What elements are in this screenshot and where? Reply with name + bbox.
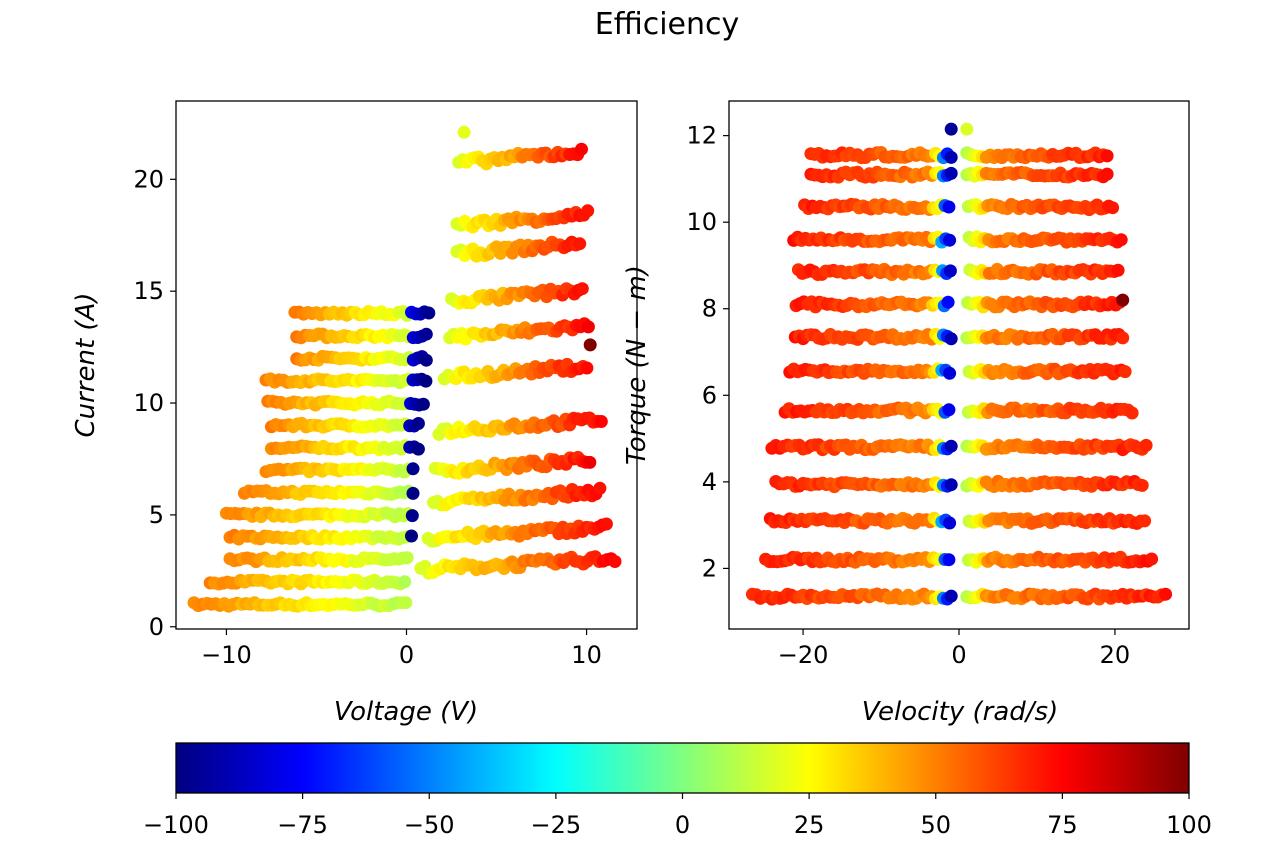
scatter-point [398, 575, 412, 589]
scatter-point [943, 233, 957, 247]
scatter-point [411, 417, 425, 430]
colorbar-gradient [175, 742, 1190, 794]
y-tick-label: 20 [133, 165, 164, 193]
ylabel-torque: Torque (N − m) [622, 265, 652, 465]
scatter-point [943, 264, 957, 278]
scatter-points-voltage-current [187, 125, 622, 613]
scatter-point [405, 529, 418, 543]
scatter-point [1145, 552, 1159, 566]
ticks-velocity-torque: −20 0 20 2 4 6 8 10 12 [686, 122, 1130, 669]
x-tick-label: 20 [1100, 641, 1131, 669]
scatter-outlier [944, 122, 958, 136]
scatter-points-velocity-torque [745, 122, 1173, 606]
y-tick-label: 5 [149, 501, 164, 529]
scatter-point [944, 150, 958, 164]
scatter-point [1135, 478, 1149, 492]
x-tick-label: −10 [201, 641, 252, 669]
scatter-point [399, 596, 413, 610]
colorbar-tick-label: −25 [531, 811, 582, 839]
scatter-point [411, 442, 425, 456]
scatter-point [1106, 201, 1120, 215]
y-tick-label: 10 [686, 208, 717, 236]
scatter-point [1159, 587, 1173, 601]
scatter-point [1116, 331, 1130, 345]
scatter-point [944, 166, 958, 180]
scatter-point [942, 200, 956, 214]
scatter-outlier [457, 125, 471, 139]
scatter-point [1114, 233, 1128, 247]
scatter-point [942, 553, 956, 567]
scatter-point [1125, 406, 1139, 420]
y-tick-label: 10 [133, 389, 164, 417]
colorbar-tick-label: 50 [920, 811, 951, 839]
y-tick-label: 6 [702, 381, 717, 409]
scatter-point [400, 551, 414, 565]
y-tick-label: 0 [149, 613, 164, 641]
scatter-point [581, 204, 595, 218]
scatter-point [944, 332, 958, 346]
scatter-point [1100, 149, 1114, 163]
scatter-point [593, 481, 607, 495]
scatter-point [419, 374, 433, 388]
scatter-point [581, 320, 595, 334]
scatter-point [416, 397, 430, 411]
colorbar-ticks: −100 −75 −50 −25 0 25 50 75 100 [143, 793, 1212, 839]
x-tick-label: 0 [399, 641, 414, 669]
colorbar-tick-label: 0 [675, 811, 690, 839]
scatter-point [599, 517, 613, 531]
ylabel-current: Current (A) [71, 292, 101, 437]
scatter-point [943, 516, 957, 530]
scatter-outlier [1116, 293, 1130, 307]
scatter-point [419, 353, 433, 367]
scatter-point [944, 439, 958, 453]
scatter-point [944, 589, 958, 603]
scatter-point [1118, 365, 1132, 379]
scatter-point [1139, 438, 1153, 452]
colorbar-tick-label: 25 [794, 811, 825, 839]
y-tick-label: 4 [702, 468, 717, 496]
scatter-point [575, 142, 588, 156]
scatter-point [608, 555, 622, 568]
xlabel-voltage: Voltage (V) [334, 697, 478, 727]
scatter-point [943, 366, 957, 380]
colorbar-tick-label: −75 [277, 811, 328, 839]
colorbar-tick-label: 100 [1166, 811, 1212, 839]
y-tick-label: 12 [686, 122, 717, 150]
scatter-point [1111, 263, 1125, 277]
y-tick-label: 15 [133, 277, 164, 305]
subplot-velocity-torque: −20 0 20 2 4 6 8 10 12 Velocity (rad/s) Torque (… [622, 100, 1190, 727]
scatter-point [573, 237, 587, 251]
scatter-point [575, 282, 589, 296]
scatter-point [406, 486, 420, 500]
scatter-point [419, 327, 433, 341]
scatter-point [942, 403, 956, 417]
scatter-point [405, 509, 419, 523]
scatter-point [580, 361, 594, 375]
scatter-point [422, 306, 436, 320]
scatter-point [944, 478, 958, 492]
scatter-point [941, 295, 955, 309]
ticks-voltage-current: −10 0 10 0 5 10 15 20 [133, 165, 601, 669]
colorbar-tick-label: 75 [1047, 811, 1078, 839]
scatter-outlier [960, 122, 974, 136]
scatter-point [583, 455, 597, 469]
xlabel-velocity: Velocity (rad/s) [862, 697, 1058, 727]
y-tick-label: 2 [702, 554, 717, 582]
colorbar-tick-label: −50 [404, 811, 455, 839]
figure-title: Efficiency [595, 7, 740, 42]
scatter-point [594, 415, 608, 428]
x-tick-label: −20 [778, 641, 829, 669]
x-tick-label: 10 [571, 641, 602, 669]
scatter-point [1138, 514, 1152, 528]
y-tick-label: 8 [702, 295, 717, 323]
colorbar-tick-label: −100 [143, 811, 209, 839]
scatter-point [406, 462, 420, 476]
scatter-outlier [583, 338, 597, 352]
subplot-voltage-current: −10 0 10 0 5 10 15 20 Voltage (V) Current (A) [71, 100, 638, 727]
colorbar: −100 −75 −50 −25 0 25 50 75 100 [143, 742, 1212, 839]
x-tick-label: 0 [951, 641, 966, 669]
scatter-point [1100, 167, 1114, 181]
